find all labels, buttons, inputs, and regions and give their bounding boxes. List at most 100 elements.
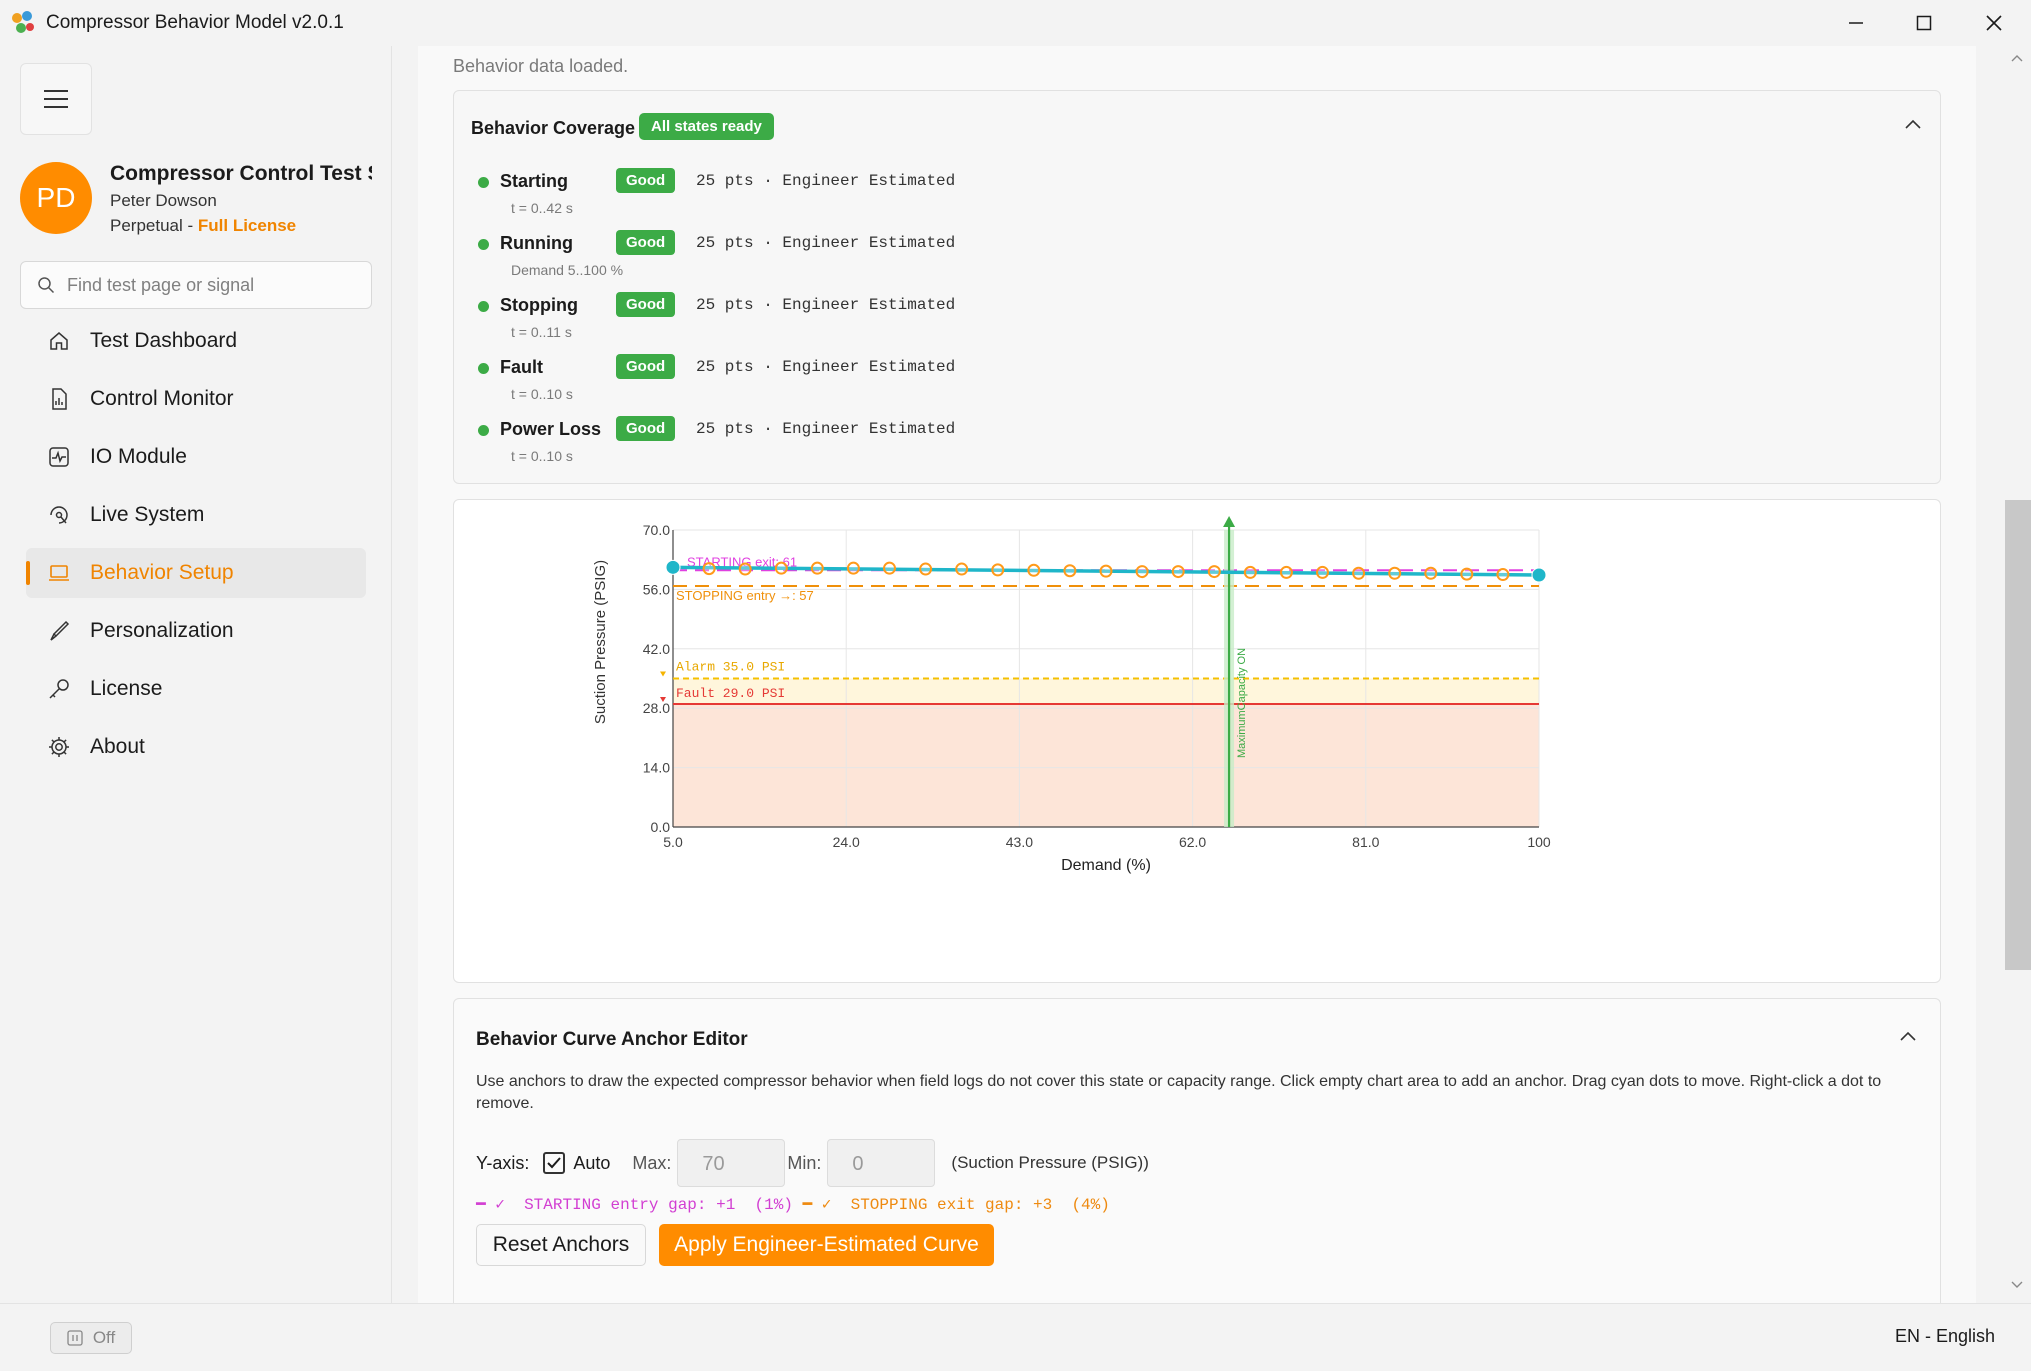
status-dot — [478, 177, 489, 188]
language-selector[interactable]: EN - English — [1894, 1326, 1995, 1346]
sidebar: PD Compressor Control Test Simulator Pet… — [0, 46, 392, 1303]
laptop-icon — [46, 560, 72, 586]
data-point — [774, 561, 788, 575]
data-point — [991, 563, 1005, 577]
capacity-marker-label: MaximumCapacity ON — [1236, 648, 1248, 758]
status-dot — [478, 425, 489, 436]
sidebar-item-about[interactable]: About — [26, 722, 366, 772]
status-text: Behavior data loaded. — [453, 56, 629, 76]
y-axis-label: Suction Pressure (PSIG) — [592, 560, 609, 724]
coverage-title: Behavior Coverage — [471, 118, 636, 138]
close-button[interactable] — [1958, 0, 2030, 46]
status-dot — [478, 239, 489, 250]
search-input[interactable] — [67, 274, 357, 296]
x-tick-label: 43.0 — [1006, 834, 1033, 850]
auto-label: Auto — [573, 1152, 611, 1173]
sidebar-item-live-system[interactable]: Live System — [26, 490, 366, 540]
chevron-up-icon[interactable] — [1896, 1025, 1920, 1049]
search-icon — [38, 277, 55, 294]
alarm-zone — [673, 678, 1539, 704]
x-tick-label: 81.0 — [1352, 834, 1379, 850]
license-level-link[interactable]: Full License — [197, 216, 297, 235]
chevron-up-icon[interactable] — [1901, 113, 1925, 137]
unit-label: (Suction Pressure (PSIG)) — [951, 1153, 1149, 1172]
state-range: Demand 5..100 % — [511, 262, 624, 278]
menu-icon-line — [44, 90, 68, 92]
min-label: Min: — [787, 1152, 822, 1173]
gap-indicators: ━ ✓ STARTING entry gap: +1 (1%) ━ ✓ STOP… — [476, 1194, 1110, 1214]
data-point — [1207, 565, 1221, 579]
quality-badge: Good — [616, 354, 676, 379]
y-tick-label: 42.0 — [643, 641, 670, 657]
state-info: 25 pts · Engineer Estimated — [696, 358, 956, 376]
scroll-up-icon[interactable] — [2007, 52, 2027, 64]
x-tick-label: 5.0 — [663, 834, 683, 850]
yaxis-controls: Y-axis: Auto Max: 70 Min: 0 (Suction Pre… — [476, 1139, 1149, 1187]
data-point — [1496, 568, 1510, 582]
y-tick-label: 0.0 — [651, 819, 671, 835]
power-toggle-button[interactable]: Off — [50, 1322, 132, 1354]
behavior-chart-panel[interactable]: 5.0 24.0 43.0 62.0 81.0 100 0.0 14.0 28.0 42.0 56.… — [453, 499, 1941, 983]
menu-icon-line — [44, 106, 68, 108]
max-input[interactable]: 70 — [677, 1139, 786, 1187]
sidebar-nav: Test Dashboard Control Monitor IO Module… — [26, 316, 366, 780]
gear-icon — [46, 734, 72, 760]
alarm-marker-icon — [660, 671, 666, 677]
hamburger-menu-button[interactable] — [20, 63, 92, 135]
state-info: 25 pts · Engineer Estimated — [696, 234, 956, 252]
status-bar: Off EN - English — [0, 1303, 2031, 1371]
sidebar-item-behavior-setup[interactable]: Behavior Setup — [26, 548, 366, 598]
apply-curve-button[interactable]: Apply Engineer-Estimated Curve — [659, 1224, 994, 1266]
pulse-icon — [46, 444, 72, 470]
data-point — [1424, 566, 1438, 580]
anchor-point[interactable] — [1531, 567, 1547, 583]
profile-license: Perpetual - Full License — [110, 216, 296, 236]
state-name: Stopping — [500, 295, 578, 315]
checkmark-icon — [547, 1157, 562, 1169]
data-point — [1135, 565, 1149, 579]
state-range: t = 0..11 s — [511, 324, 572, 340]
behavior-chart[interactable]: 5.0 24.0 43.0 62.0 81.0 100 0.0 14.0 28.0 42.0 56.… — [454, 500, 1942, 984]
scroll-down-icon[interactable] — [2007, 1279, 2027, 1291]
data-point — [883, 561, 896, 575]
quality-badge: Good — [616, 230, 676, 255]
maximize-icon — [1916, 15, 1932, 31]
sidebar-item-io-module[interactable]: IO Module — [26, 432, 366, 482]
reset-anchors-button[interactable]: Reset Anchors — [476, 1224, 646, 1266]
minimize-button[interactable] — [1820, 0, 1892, 46]
x-tick-label: 100 — [1527, 834, 1551, 850]
state-name: Fault — [500, 357, 543, 377]
editor-description: Use anchors to draw the expected compres… — [476, 1073, 1882, 1112]
data-point — [810, 561, 824, 575]
toggle-label: Off — [92, 1328, 116, 1347]
sidebar-item-label: Behavior Setup — [90, 561, 234, 584]
scrollbar-thumb[interactable] — [2005, 500, 2031, 970]
state-range: t = 0..10 s — [511, 386, 573, 402]
sidebar-item-test-dashboard[interactable]: Test Dashboard — [26, 316, 366, 366]
yaxis-label: Y-axis: — [476, 1152, 530, 1173]
editor-title: Behavior Curve Anchor Editor — [476, 1029, 748, 1050]
sidebar-item-license[interactable]: License — [26, 664, 366, 714]
max-label: Max: — [632, 1152, 672, 1173]
app-logo-icon — [12, 11, 36, 35]
sidebar-item-control-monitor[interactable]: Control Monitor — [26, 374, 366, 424]
y-tick-label: 28.0 — [643, 700, 670, 716]
min-input[interactable]: 0 — [827, 1139, 936, 1187]
quality-badge: Good — [616, 416, 676, 441]
sidebar-item-label: Personalization — [90, 619, 234, 642]
search-box[interactable] — [20, 261, 372, 309]
starting-gap-text: ━ ✓ STARTING entry gap: +1 (1%) — [476, 1196, 793, 1214]
fault-label: Fault 29.0 PSI — [676, 686, 785, 701]
state-range: t = 0..10 s — [511, 448, 573, 464]
stopping-gap-text: ━ ✓ STOPPING exit gap: +3 (4%) — [802, 1196, 1110, 1214]
fault-marker-icon — [660, 696, 666, 702]
stopping-entry-label: STOPPING entry →: 57 — [676, 588, 814, 603]
anchor-point[interactable] — [665, 559, 681, 575]
sidebar-item-personalization[interactable]: Personalization — [26, 606, 366, 656]
maximize-button[interactable] — [1888, 0, 1960, 46]
y-tick-label: 70.0 — [643, 522, 670, 538]
data-point — [1099, 564, 1113, 578]
profile-user-name: Peter Dowson — [110, 191, 217, 210]
state-name: Power Loss — [500, 419, 602, 439]
auto-checkbox[interactable] — [543, 1152, 566, 1174]
